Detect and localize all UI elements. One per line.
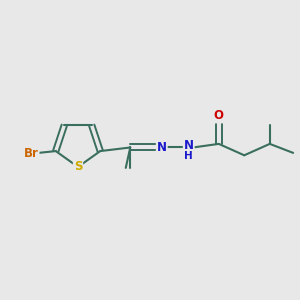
Text: Br: Br: [24, 147, 39, 160]
Text: N: N: [184, 139, 194, 152]
Text: O: O: [214, 110, 224, 122]
Text: H: H: [184, 151, 193, 161]
Text: S: S: [74, 160, 82, 173]
Text: N: N: [157, 141, 167, 154]
